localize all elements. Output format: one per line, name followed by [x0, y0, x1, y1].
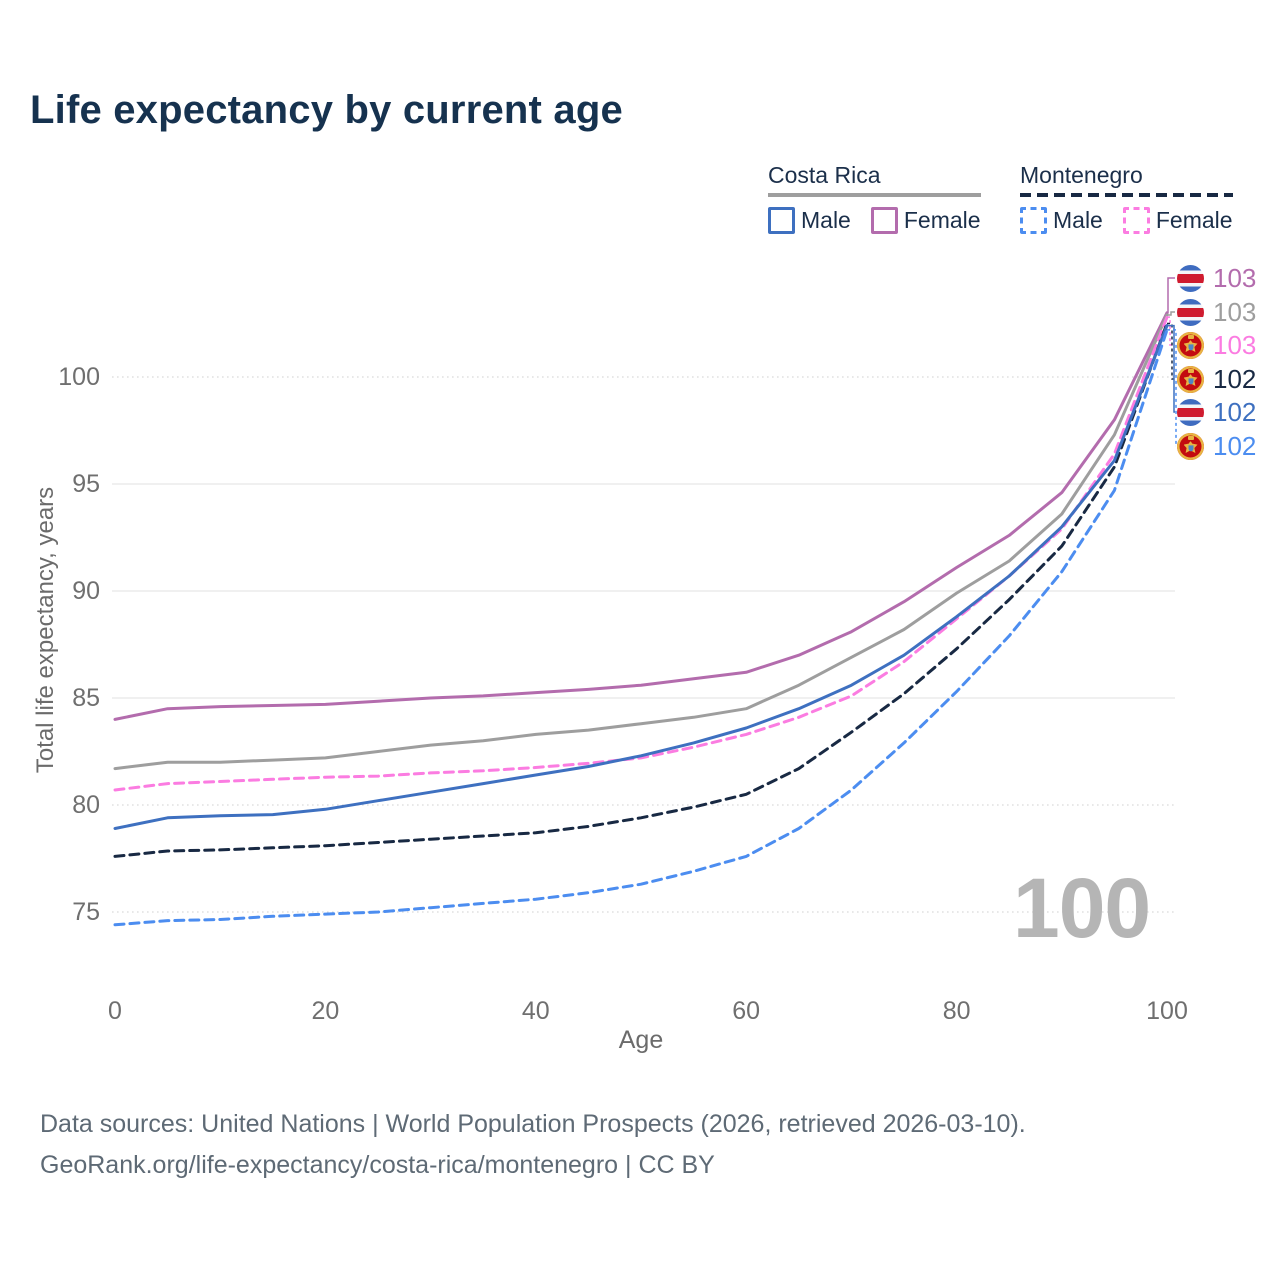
legend-item-costa-rica-female[interactable]: Female [870, 207, 981, 234]
series-line-2 [113, 315, 1169, 792]
legend-group-montenegro: Montenegro Male Female [1020, 162, 1233, 234]
flag-montenegro-icon [1177, 433, 1204, 460]
legend-country-costa-rica: Costa Rica [768, 162, 881, 188]
legend-country-montenegro: Montenegro [1020, 162, 1143, 188]
flag-montenegro-icon [1177, 366, 1204, 393]
x-tick-100: 100 [1146, 997, 1188, 1025]
age-watermark: 100 [1013, 861, 1151, 955]
x-axis-title: Age [618, 1026, 664, 1054]
leader-line-5 [1167, 329, 1177, 447]
series-line-0 [113, 311, 1169, 721]
legend-label: Female [1155, 207, 1233, 233]
line-chart-plot [112, 277, 1177, 927]
end-label-value: 103 [1213, 263, 1257, 293]
x-tick-80: 80 [942, 997, 971, 1025]
y-tick-90: 90 [72, 577, 100, 605]
end-label-value: 102 [1213, 364, 1257, 394]
leader-line-1 [1167, 311, 1175, 316]
x-tick-40: 40 [521, 997, 550, 1025]
end-label-row-montenegro-female: 103 [1177, 332, 1256, 359]
costa-rica-female-swatch-icon [870, 207, 898, 234]
x-tick-0: 0 [108, 997, 122, 1025]
flag-costa-rica-icon [1177, 299, 1204, 326]
y-tick-100: 100 [58, 363, 100, 391]
footer-attribution: GeoRank.org/life-expectancy/costa-rica/m… [40, 1151, 715, 1179]
y-tick-75: 75 [72, 898, 100, 926]
legend-item-costa-rica-male[interactable]: Male [768, 207, 851, 234]
y-tick-80: 80 [72, 791, 100, 819]
end-label-value: 102 [1213, 397, 1257, 427]
series-line-5 [113, 328, 1169, 927]
end-label-value: 102 [1213, 431, 1257, 461]
legend-group-costa-rica: Costa Rica Male Female [768, 162, 981, 234]
leader-line-2 [1167, 316, 1175, 346]
legend-item-montenegro-female[interactable]: Female [1122, 207, 1233, 234]
series-line-4 [113, 324, 1169, 830]
footer-data-sources: Data sources: United Nations | World Pop… [40, 1110, 1026, 1138]
costa-rica-male-swatch-icon [768, 207, 795, 234]
leader-line-0 [1167, 277, 1175, 314]
y-tick-85: 85 [72, 684, 100, 712]
legend-label: Male [801, 207, 851, 233]
legend-label: Male [1053, 207, 1103, 233]
x-tick-60: 60 [732, 997, 761, 1025]
footer: Data sources: United Nations | World Pop… [40, 1104, 1026, 1186]
end-label-row-montenegro-male: 102 [1177, 433, 1256, 460]
y-tick-95: 95 [72, 470, 100, 498]
montenegro-male-swatch-icon [1020, 207, 1047, 234]
series-line-3 [113, 322, 1169, 858]
legend-underline-montenegro [1020, 193, 1233, 197]
legend-underline-costa-rica [768, 193, 981, 197]
leader-line-4 [1167, 324, 1175, 413]
end-label-value: 103 [1213, 297, 1257, 327]
legend-label: Female [903, 207, 981, 233]
end-label-row-costa-rica-female: 103 [1177, 265, 1256, 292]
legend-item-montenegro-male[interactable]: Male [1020, 207, 1103, 234]
end-label-value: 103 [1213, 330, 1257, 360]
flag-costa-rica-icon [1177, 265, 1204, 292]
series-line-1 [113, 313, 1169, 771]
montenegro-female-swatch-icon [1122, 207, 1150, 234]
end-label-row-montenegro-both-sexes: 102 [1177, 366, 1256, 393]
y-axis-title: Total life expectancy, years [32, 486, 59, 774]
end-label-row-costa-rica-male: 102 [1177, 399, 1256, 426]
end-label-row-costa-rica-both-sexes: 103 [1177, 299, 1256, 326]
page-title: Life expectancy by current age [30, 88, 623, 132]
flag-costa-rica-icon [1177, 399, 1204, 426]
x-tick-20: 20 [311, 997, 340, 1025]
flag-montenegro-icon [1177, 332, 1204, 359]
